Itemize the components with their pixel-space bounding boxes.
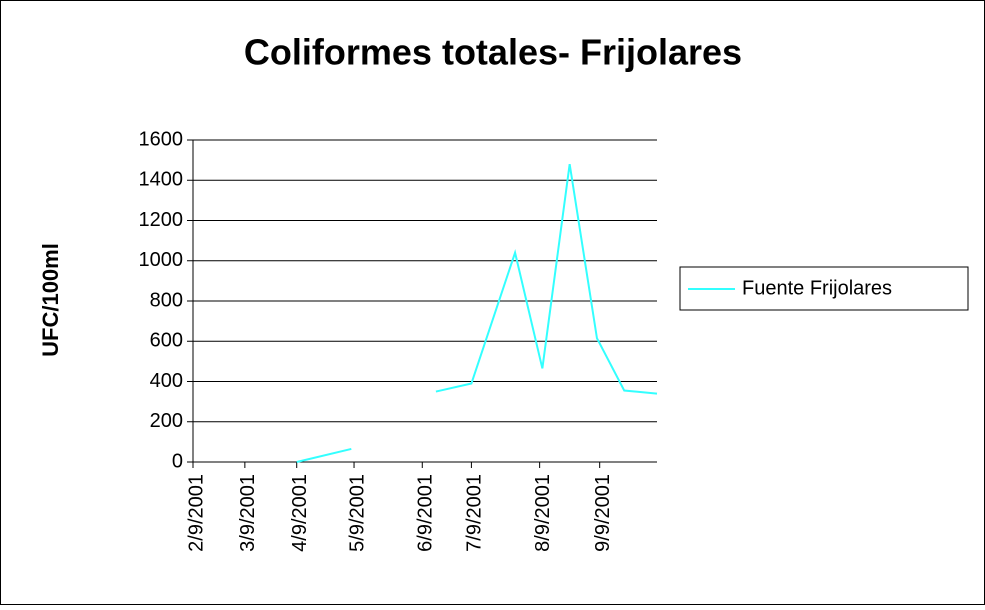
legend-label: Fuente Frijolares	[742, 277, 892, 299]
x-tick-label: 8/9/2001	[532, 474, 554, 552]
data-line	[435, 163, 658, 395]
y-tick-label: 1400	[139, 169, 184, 191]
x-tick-label: 5/9/2001	[346, 474, 368, 552]
data-line	[296, 447, 352, 463]
x-tick-label: 9/9/2001	[592, 474, 614, 552]
y-tick-label: 200	[150, 410, 183, 432]
y-tick-label: 400	[150, 370, 183, 392]
x-tick-label: 2/9/2001	[185, 474, 207, 552]
x-tick-label: 3/9/2001	[237, 474, 259, 552]
x-tick-label: 4/9/2001	[289, 474, 311, 552]
y-tick-label: 600	[150, 330, 183, 352]
y-tick-label: 0	[172, 450, 183, 472]
y-axis-label: UFC/100ml	[38, 243, 63, 357]
y-tick-label: 1600	[139, 128, 184, 150]
x-tick-label: 6/9/2001	[415, 474, 437, 552]
x-tick-label: 7/9/2001	[464, 474, 486, 552]
y-tick-label: 800	[150, 289, 183, 311]
y-tick-label: 1200	[139, 209, 184, 231]
chart-title: Coliformes totales- Frijolares	[244, 32, 742, 73]
y-tick-label: 1000	[139, 249, 184, 271]
